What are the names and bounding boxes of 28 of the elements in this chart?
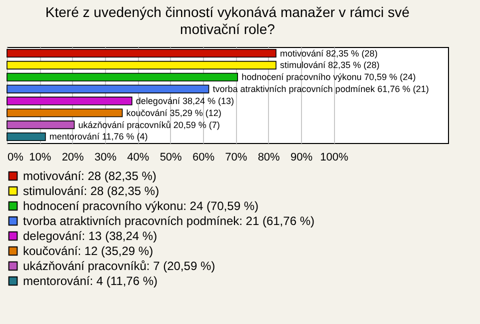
legend-label: ukázňování pracovníků: 7 (20,59 %)	[23, 259, 216, 273]
data-label: koučování 35,29 % (12)	[126, 108, 222, 118]
data-label: motivování 82,35 % (28)	[280, 48, 378, 58]
data-label: tvorba atraktivních pracovních podmínek 61,76 % (21)	[212, 84, 429, 94]
x-tick-label: 100%	[320, 152, 348, 164]
legend-label: koučování: 12 (35,29 %)	[23, 244, 154, 258]
x-tick-label: 80%	[258, 152, 280, 164]
data-label: mentorování 11,76 % (4)	[49, 132, 148, 142]
legend-label: mentorování: 4 (11,76 %)	[23, 274, 158, 288]
x-tick-label: 30%	[94, 152, 117, 164]
data-label: stimulování 82,35 % (28)	[280, 60, 380, 70]
x-tick-label: 60%	[192, 152, 215, 164]
data-label: delegování 38,24 % (13)	[136, 96, 234, 106]
x-tick-label: 70%	[225, 152, 248, 164]
legend-label: stimulování: 28 (82,35 %)	[23, 184, 160, 198]
legend-label: tvorba atraktivních pracovních podmínek: 21 (61,76 %)	[23, 214, 314, 228]
data-label: hodnocení pracovního výkonu 70,59 % (24)	[242, 72, 416, 82]
legend-label: motivování: 28 (82,35 %)	[23, 169, 156, 183]
x-tick-label: 0%	[8, 152, 24, 164]
x-tick-label: 90%	[290, 152, 313, 164]
x-tick-label: 50%	[160, 152, 182, 164]
x-tick-label: 10%	[29, 152, 52, 164]
legend-label: hodnocení pracovního výkonu: 24 (70,59 %)	[23, 199, 258, 213]
data-label: ukázňování pracovníků 20,59 % (7)	[78, 120, 220, 130]
chart-title: Které z uvedených činností vykonává manažer v rámci své motivační role?	[45, 4, 410, 37]
x-tick-label: 20%	[62, 152, 84, 164]
legend-label: delegování: 13 (38,24 %)	[23, 229, 158, 243]
x-tick-label: 40%	[127, 152, 150, 164]
